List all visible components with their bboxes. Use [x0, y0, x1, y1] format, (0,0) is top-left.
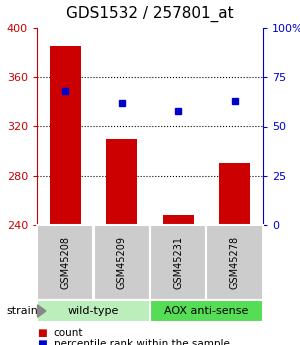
Text: GDS1532 / 257801_at: GDS1532 / 257801_at: [66, 6, 234, 22]
Text: GSM45209: GSM45209: [117, 236, 127, 289]
Text: AOX anti-sense: AOX anti-sense: [164, 306, 249, 316]
Bar: [219, 164, 250, 225]
Text: percentile rank within the sample: percentile rank within the sample: [53, 339, 230, 345]
Bar: [163, 215, 194, 225]
Text: GSM45231: GSM45231: [173, 236, 183, 289]
Text: ■: ■: [37, 328, 47, 338]
Text: ■: ■: [37, 339, 47, 345]
Text: GSM45208: GSM45208: [60, 236, 70, 289]
Polygon shape: [38, 305, 46, 317]
Text: strain: strain: [6, 306, 38, 316]
Bar: [50, 47, 81, 225]
Bar: [106, 139, 137, 225]
Text: wild-type: wild-type: [68, 306, 119, 316]
Text: GSM45278: GSM45278: [230, 236, 240, 289]
Text: count: count: [53, 328, 83, 338]
